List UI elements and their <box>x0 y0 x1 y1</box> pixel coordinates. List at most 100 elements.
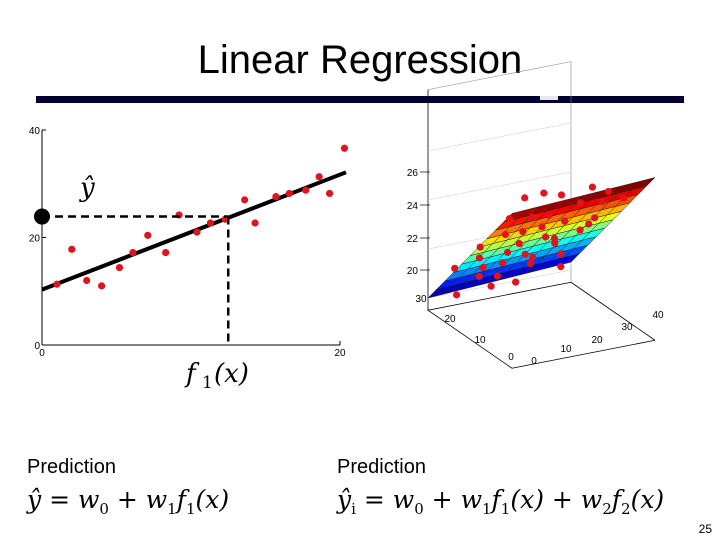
title-rule <box>36 96 684 103</box>
left-formula-lhs: ŷ <box>27 485 42 514</box>
surface-data-point <box>538 223 546 231</box>
surface-points <box>451 183 628 299</box>
surface-data-point <box>529 253 537 261</box>
data-point <box>340 144 349 152</box>
prediction-marker <box>34 208 50 225</box>
left-axes: 0 20 40 0 20 <box>29 126 346 359</box>
surface-data-point <box>487 282 495 290</box>
surface-data-point <box>620 194 628 202</box>
left-caption: Prediction <box>27 456 116 478</box>
data-point <box>115 264 124 272</box>
x-tick-label: 0 <box>531 356 537 367</box>
surface-patch <box>555 253 581 267</box>
data-point <box>53 280 61 288</box>
slide-number: 25 <box>698 522 712 536</box>
surface-data-point <box>498 259 506 267</box>
data-point <box>285 189 293 198</box>
surface-data-point <box>557 250 565 258</box>
surface-data-point <box>475 254 484 262</box>
data-point <box>83 276 91 285</box>
surface-y-axis-far <box>570 281 656 341</box>
surface-data-point <box>585 220 593 228</box>
surface-data-point <box>576 226 584 234</box>
surface-data-point <box>475 272 483 281</box>
surface-top-edge <box>427 61 572 90</box>
y-tick-label: 0 <box>508 352 514 363</box>
surface-data-point <box>493 272 502 280</box>
xlabel-arg: (x) <box>214 359 249 389</box>
yhat-label: ŷ <box>79 173 95 203</box>
surface-data-point <box>521 194 529 202</box>
title-rule-highlight <box>540 96 558 100</box>
z-tick-label: 24 <box>407 201 419 212</box>
surface-data-point <box>604 187 613 196</box>
data-point <box>144 231 152 239</box>
y-tick-label: 10 <box>474 335 486 346</box>
surface-data-point <box>540 189 548 197</box>
left-x-tick-label: 0 <box>39 348 45 359</box>
surface-data-point <box>526 259 534 268</box>
surface-data-point <box>591 214 599 222</box>
data-point <box>241 196 249 204</box>
right-formula: ŷi = w0 + w1f1(x) + w2f2(x) <box>337 485 665 518</box>
y-tick-label: 30 <box>415 294 427 305</box>
data-point <box>193 228 201 236</box>
surface-data-point <box>521 250 529 258</box>
xlabel-sub: 1 <box>202 373 213 393</box>
surface-data-point <box>476 243 484 251</box>
surface-data-point <box>551 239 559 247</box>
z-gridline <box>427 171 572 201</box>
z-gridline <box>427 122 572 152</box>
left-y-tick-label: 0 <box>34 341 40 352</box>
surface-data-point <box>479 263 487 272</box>
surface-data-point <box>557 191 566 199</box>
data-point <box>206 219 214 227</box>
surface-data-point <box>503 248 512 256</box>
surface-3d-frame <box>426 61 656 369</box>
surface-data-point <box>541 233 550 241</box>
left-formula: ŷ = w0 + w1f1(x) <box>27 485 230 518</box>
z-gridline <box>427 269 572 299</box>
data-point <box>272 193 280 201</box>
y-tick-label: 20 <box>444 314 456 325</box>
data-point <box>162 248 170 257</box>
z-tick-label: 20 <box>407 266 419 277</box>
left-y-tick-label: 40 <box>29 126 41 137</box>
z-tick-label: 26 <box>407 168 419 179</box>
right-caption: Prediction <box>337 456 426 478</box>
left-x-tick-label: 20 <box>334 348 346 359</box>
data-point <box>68 245 76 253</box>
x-tick-label: 10 <box>560 344 572 355</box>
surface-data-point <box>515 239 523 248</box>
surface-data-point <box>453 291 461 299</box>
data-point <box>315 173 323 181</box>
surface-data-point <box>561 217 569 225</box>
left-y-tick-label: 20 <box>29 234 41 245</box>
x-tick-label: 20 <box>591 335 603 346</box>
left-points <box>53 144 349 290</box>
left-prediction-guides <box>34 208 230 345</box>
surface-data-point <box>576 199 585 207</box>
data-point <box>129 248 137 257</box>
surface-data-point <box>501 230 510 239</box>
surface-axis-ticks: 20 22 24 26 0 10 20 30 0 10 20 30 40 <box>407 168 664 367</box>
surface-data-point <box>451 264 459 272</box>
x-tick-label: 40 <box>652 310 664 321</box>
data-point <box>302 186 310 194</box>
surface-data-point <box>519 228 527 236</box>
surface-data-point <box>505 215 514 223</box>
surface-data-point <box>544 211 553 219</box>
surface-data-point <box>557 263 565 271</box>
z-tick-label: 22 <box>407 234 419 245</box>
surface-data-point <box>598 198 606 206</box>
data-point <box>98 282 106 290</box>
slide-title: Linear Regression <box>197 38 523 82</box>
surface-x-axis <box>511 339 656 369</box>
surface-data-point <box>512 278 520 286</box>
surface-data-point <box>588 183 597 191</box>
data-point <box>325 189 334 198</box>
surface-base-edges <box>426 281 572 369</box>
surface-data-point <box>528 213 536 221</box>
